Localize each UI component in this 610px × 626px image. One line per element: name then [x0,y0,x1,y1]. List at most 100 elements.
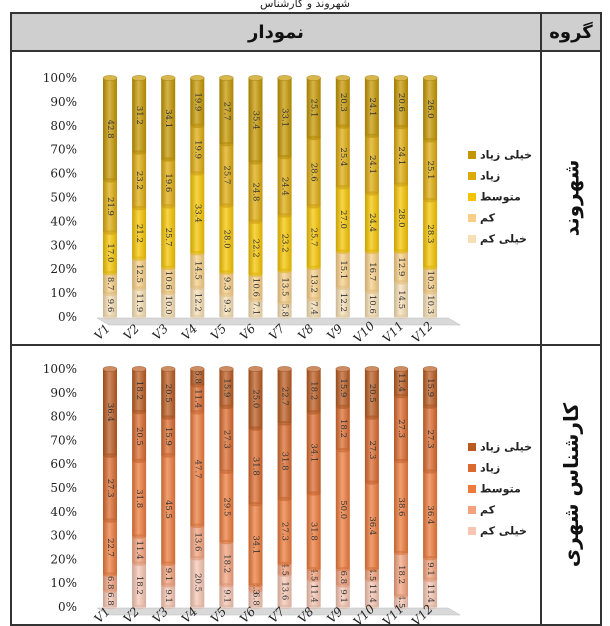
y-tick-label: 100% [43,71,77,85]
header-divider [12,50,600,52]
bar-segment-edge [277,496,292,502]
data-label: 31.8 [280,452,290,471]
bar-segment [364,78,379,136]
bar-segment-edge [335,285,350,291]
y-tick-label: 80% [50,119,77,133]
data-label: 9.3 [221,277,231,291]
legend-swatch [468,527,476,535]
data-label: 9.1 [163,568,173,582]
bar-segment-edge [132,205,147,211]
bar-segment [161,293,176,317]
data-label: 11.4 [367,584,377,603]
bar-segment-edge [190,123,205,128]
bar-segment [423,471,438,559]
bar-top-cap [393,366,409,372]
data-label: 33.4 [192,204,202,223]
data-label: 22.2 [251,239,261,258]
bar-segment-edge [306,566,321,572]
bar-segment [103,455,117,521]
legend-swatch [468,443,476,451]
bar-segment-edge [103,453,117,458]
data-label: 23.2 [134,171,144,190]
bar-segment [364,135,379,194]
data-label: 20.5 [163,384,173,403]
legend-label: کم [480,212,496,225]
bar-segment-edge [248,588,263,594]
data-label: 21.9 [105,197,115,216]
bar-segment-edge [306,314,321,320]
data-label: 6.8 [338,571,348,585]
bar-top-cap [306,366,321,372]
data-label: 20.5 [367,384,377,403]
bar-segment-edge [190,382,205,388]
bar-segment [219,369,234,407]
bar-segment-edge [219,292,234,297]
bar-segment-edge [423,197,438,203]
data-label: 24.4 [367,213,377,232]
y-tick-label: 0% [58,310,77,324]
chart-floor [96,317,462,326]
bar-segment [335,78,350,127]
bar-segment-edge [335,447,350,453]
bar-segment-edge [132,256,147,261]
bar-segment [394,127,408,185]
legend-swatch [468,172,476,180]
bar-segment-edge [364,480,379,485]
y-tick-label: 40% [50,214,77,228]
bar-segment [364,482,379,570]
data-table: نمودار گروه 0% 10% 20% 30% 40% 50% 60% 70% 80% 90… [10,12,602,626]
bar-segment [394,396,408,462]
bar-top-cap [364,75,380,81]
bar-segment-edge [219,203,234,208]
data-label: 4.5 [367,568,377,582]
bar-segment-edge [335,185,350,190]
y-tick-label: 40% [50,505,77,519]
y-tick-label: 100% [43,362,77,376]
bar-segment [132,288,147,317]
legend-label: خیلی زیاد [480,441,532,454]
data-label: 21.2 [134,224,144,243]
bar-segment-edge [161,204,176,209]
legend-label: خیلی کم [480,525,527,538]
data-label: 11.4 [192,389,202,408]
data-label: 20.5 [134,427,144,446]
bar-segment [306,78,321,138]
bar-segment [190,125,205,174]
data-label: 38.6 [396,498,406,517]
data-label: 18.2 [134,381,144,400]
row-divider [12,344,600,346]
bar-segment [364,251,379,292]
data-label: 15.9 [163,427,173,446]
bar-top-cap [131,75,147,81]
data-label: 34.1 [309,443,319,462]
bar-top-cap [102,366,118,372]
bar-segment-edge [248,272,263,277]
bar-segment [306,267,321,300]
bar-top-cap [190,75,205,81]
bar-segment [364,193,379,252]
bar-segment-edge [219,469,234,475]
bar-segment-edge [277,268,292,274]
data-label: 11.9 [134,293,144,312]
bar-segment [190,287,205,317]
bar-segment [277,78,292,158]
data-label: 9.1 [338,589,348,603]
bar-segment-edge [190,556,205,561]
bar-segment-edge [394,182,408,187]
bar-segment-edge [364,566,379,572]
bar-top-cap [219,366,234,372]
data-label: 25.1 [425,161,435,180]
bar-top-cap [422,75,438,81]
data-label: 9.6 [105,299,115,313]
data-label: 36.4 [105,403,115,422]
x-tick-label: V4 [179,604,200,624]
bar-segment [190,525,205,559]
bar-segment [219,406,234,472]
bar-segment [132,412,147,461]
data-label: 12.9 [396,257,406,276]
bar-segment [161,206,176,268]
data-label: 6.8 [105,592,115,606]
bar-segment [190,78,205,126]
bar-segment [306,137,321,207]
data-label: 13.2 [309,274,319,293]
